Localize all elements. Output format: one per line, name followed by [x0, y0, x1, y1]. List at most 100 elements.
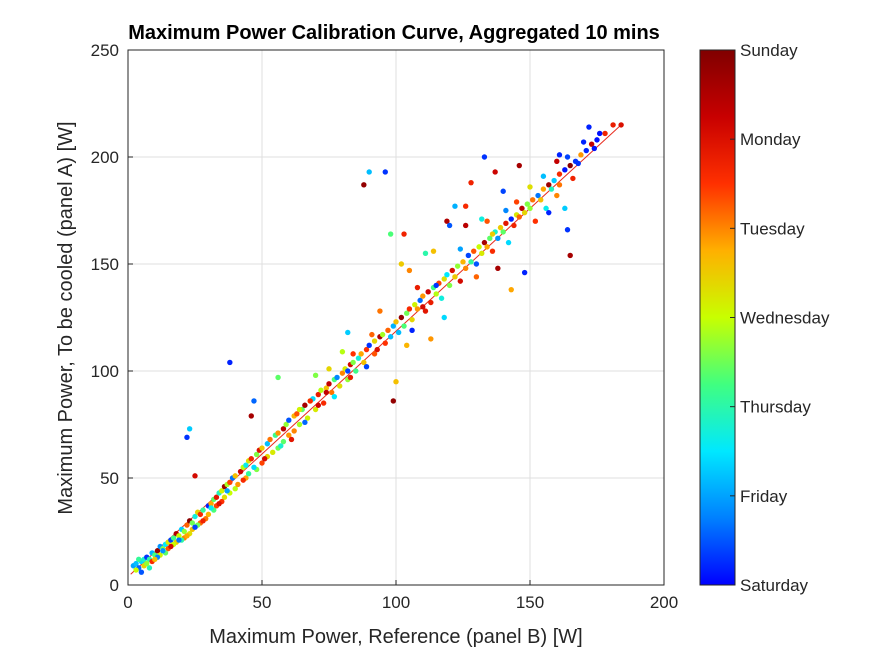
scatter-point	[580, 139, 587, 145]
scatter-point	[315, 391, 321, 398]
colorbar-label: Tuesday	[740, 219, 805, 238]
scatter-point	[221, 494, 228, 500]
scatter-point	[503, 207, 509, 214]
scatter-point	[216, 500, 222, 507]
scatter-point	[355, 355, 362, 361]
scatter-point	[575, 160, 581, 167]
scatter-point	[444, 218, 450, 224]
scatter-point	[326, 366, 332, 372]
scatter-point	[312, 372, 319, 378]
scatter-point	[136, 556, 142, 563]
scatter-point	[315, 402, 321, 408]
scatter-point	[184, 533, 190, 539]
scatter-point	[489, 231, 496, 237]
scatter-point	[192, 513, 198, 520]
scatter-point	[449, 267, 455, 274]
scatter-point	[318, 387, 324, 393]
scatter-point	[556, 171, 563, 177]
scatter-point	[428, 336, 434, 342]
scatter-point	[398, 314, 405, 321]
scatter-point	[438, 295, 445, 301]
scatter-point	[197, 511, 204, 518]
scatter-point	[406, 306, 413, 312]
scatter-point	[516, 214, 522, 220]
scatter-point	[420, 293, 426, 299]
scatter-point	[369, 331, 375, 338]
scatter-point	[414, 306, 421, 312]
scatter-point	[366, 169, 372, 175]
scatter-point	[251, 398, 257, 404]
scatter-point	[320, 400, 327, 406]
x-tick-label: 200	[650, 593, 678, 612]
scatter-point	[248, 413, 254, 419]
scatter-point	[516, 162, 522, 169]
scatter-point	[479, 216, 485, 222]
scatter-point	[288, 436, 295, 443]
scatter-point	[168, 543, 174, 550]
scatter-point	[286, 432, 292, 438]
scatter-point	[181, 528, 187, 535]
scatter-point	[227, 479, 233, 485]
scatter-point	[591, 145, 598, 152]
scatter-point	[465, 252, 472, 259]
y-axis-label: Maximum Power, To be cooled (panel A) [W…	[55, 121, 77, 514]
scatter-point	[468, 259, 474, 265]
colorbar-label: Monday	[740, 130, 801, 149]
x-tick-label: 150	[516, 593, 544, 612]
scatter-point	[473, 261, 480, 267]
y-tick-label: 150	[91, 255, 119, 274]
scatter-point	[208, 500, 214, 507]
scatter-point	[334, 374, 340, 381]
scatter-point	[264, 441, 271, 447]
scatter-point	[481, 239, 488, 246]
scatter-point	[476, 244, 482, 250]
scatter-point	[312, 406, 319, 413]
scatter-point	[540, 173, 547, 179]
scatter-point	[564, 154, 571, 160]
y-tick-label: 250	[91, 41, 119, 60]
scatter-point	[275, 430, 281, 436]
y-tick-label: 100	[91, 362, 119, 381]
y-tick-label: 200	[91, 148, 119, 167]
scatter-point	[527, 184, 533, 190]
scatter-point	[240, 477, 246, 483]
scatter-point	[441, 276, 447, 282]
scatter-point	[484, 218, 490, 224]
scatter-point	[227, 359, 233, 366]
x-tick-label: 0	[123, 593, 132, 612]
scatter-point	[286, 417, 292, 423]
scatter-point	[302, 419, 308, 426]
scatter-point	[385, 327, 391, 334]
scatter-point	[524, 201, 531, 207]
scatter-point	[462, 222, 469, 229]
scatter-point	[245, 471, 252, 477]
scatter-point	[224, 488, 230, 494]
scatter-point	[259, 460, 265, 466]
scatter-point	[251, 464, 257, 470]
x-tick-label: 100	[382, 593, 410, 612]
scatter-point	[551, 177, 557, 184]
scatter-point	[393, 319, 399, 325]
scatter-point	[513, 199, 520, 205]
scatter-point	[200, 507, 206, 513]
scatter-point	[602, 130, 608, 137]
scatter-point	[508, 216, 514, 222]
scatter-point	[457, 246, 464, 252]
scatter-point	[473, 274, 480, 280]
scatter-point	[170, 535, 177, 541]
scatter-point	[457, 278, 464, 284]
scatter-point	[302, 402, 308, 408]
scatter-point	[304, 415, 311, 421]
scatter-point	[503, 220, 509, 227]
scatter-point	[588, 141, 595, 147]
scatter-point	[387, 231, 394, 237]
scatter-point	[487, 235, 493, 242]
scatter-point	[323, 385, 330, 391]
scatter-point	[379, 331, 386, 338]
scatter-point	[361, 182, 367, 188]
scatter-point	[133, 560, 139, 567]
scatter-point	[433, 291, 439, 297]
scatter-point	[564, 227, 571, 233]
scatter-point	[511, 222, 517, 229]
scatter-point	[371, 338, 378, 344]
